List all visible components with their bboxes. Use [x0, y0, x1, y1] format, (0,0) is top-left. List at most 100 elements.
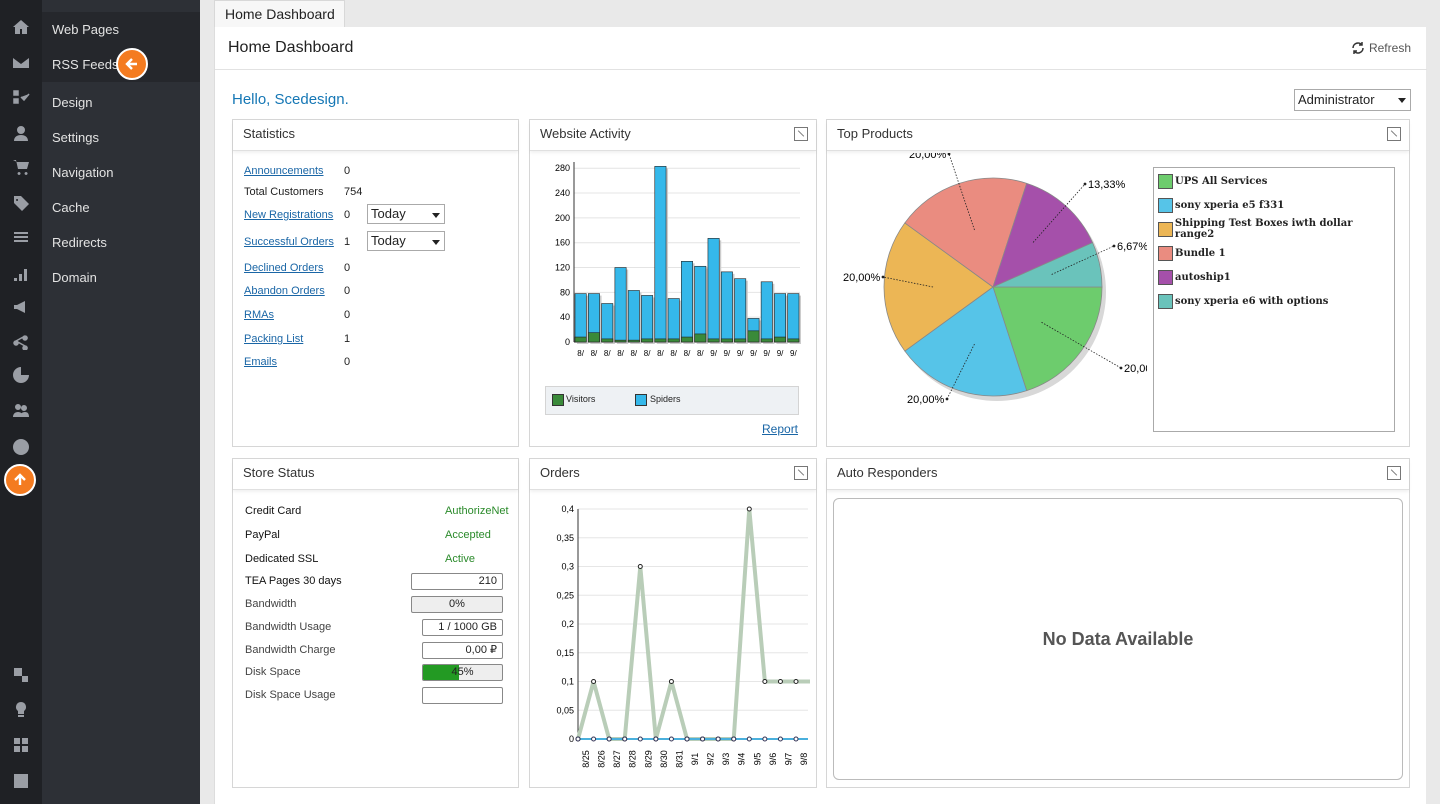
- iconbar-button[interactable]: [0, 222, 42, 252]
- pie-slice-label: 20,00%: [909, 153, 947, 161]
- bar-visitors: [747, 330, 760, 343]
- data-point: [762, 679, 768, 684]
- x-tick-label: 8/30: [659, 750, 669, 768]
- auto-responders-panel: Auto Responders No Data Available: [826, 458, 1410, 788]
- y-tick-label: 240: [555, 188, 570, 198]
- calendar-icon: [14, 774, 28, 788]
- stat-label[interactable]: New Registrations: [244, 209, 334, 221]
- role-select[interactable]: Administrator: [1294, 89, 1411, 111]
- y-tick-label: 0,2: [561, 619, 574, 629]
- period-select[interactable]: Today: [367, 231, 445, 251]
- bar-visitors: [707, 338, 720, 343]
- stat-value: 0: [344, 356, 351, 368]
- refresh-button[interactable]: Refresh: [1351, 41, 1411, 55]
- arrow-up-icon: [14, 473, 26, 485]
- iconbar-button[interactable]: [0, 432, 42, 462]
- iconbar-button[interactable]: [0, 326, 42, 356]
- x-tick-label: 9/5: [752, 753, 762, 766]
- scroll-up-button[interactable]: [4, 464, 36, 496]
- iconbar-button[interactable]: [0, 765, 42, 795]
- period-select-value: Today: [371, 233, 406, 248]
- progress-fill: [423, 665, 459, 680]
- bar-spiders: [681, 261, 693, 343]
- bar-spiders: [734, 278, 747, 343]
- expand-icon[interactable]: [1387, 466, 1401, 480]
- progress-label: 0%: [449, 598, 465, 610]
- iconbar-button[interactable]: [0, 395, 42, 425]
- x-tick-label: 9/6: [768, 753, 778, 766]
- bar-spiders: [694, 265, 707, 343]
- arrow-left-icon: [125, 58, 137, 70]
- iconbar-button[interactable]: [0, 730, 42, 760]
- collapse-menu-button[interactable]: [116, 48, 148, 80]
- bar-spiders: [654, 166, 667, 343]
- sidebar-item-design[interactable]: Design: [52, 95, 93, 110]
- baseline-point: [684, 736, 690, 742]
- progress-label: 45%: [451, 666, 474, 678]
- orders-chart: 0 0,05 0,1 0,15 0,2 0,25 0,3 0,35 0,4 8/25 8/26 8/2…: [556, 504, 810, 768]
- bar-spiders: [667, 298, 680, 343]
- chevron-down-icon: [432, 213, 440, 218]
- store-status-label: Disk Space Usage: [245, 689, 336, 701]
- iconbar-button[interactable]: [0, 118, 42, 148]
- stat-label: Total Customers: [244, 186, 324, 198]
- sidebar-item-redirects[interactable]: Redirects: [52, 235, 107, 250]
- stat-label[interactable]: Packing List: [244, 333, 304, 345]
- sidebar-item-domain[interactable]: Domain: [52, 270, 97, 285]
- pie-leader-line: [948, 153, 975, 231]
- pie-slice-label: 20,00%: [907, 394, 945, 406]
- globe-icon: [13, 439, 29, 455]
- stat-label[interactable]: Declined Orders: [244, 262, 324, 274]
- chart-legend: Visitors Spiders: [545, 386, 799, 415]
- sidebar-item-settings[interactable]: Settings: [52, 130, 99, 145]
- iconbar-button[interactable]: [0, 292, 42, 322]
- expand-icon[interactable]: [794, 127, 808, 141]
- iconbar-button[interactable]: [0, 695, 42, 725]
- progress-bar: 45%: [422, 664, 503, 681]
- stat-label[interactable]: Announcements: [244, 165, 324, 177]
- iconbar-button[interactable]: [0, 12, 42, 42]
- iconbar-button[interactable]: [0, 188, 42, 218]
- iconbar-button[interactable]: [0, 660, 42, 690]
- x-tick-label: 8/26: [597, 750, 607, 768]
- store-status-label: Credit Card: [245, 505, 302, 517]
- sidebar-item-navigation[interactable]: Navigation: [52, 165, 114, 180]
- data-point: [668, 679, 674, 684]
- sidebar-item-web-pages[interactable]: Web Pages: [42, 12, 200, 47]
- x-tick-label: 8/: [604, 349, 611, 358]
- stat-label[interactable]: Abandon Orders: [244, 285, 325, 297]
- sidebar-item-cache[interactable]: Cache: [52, 200, 90, 215]
- expand-icon[interactable]: [1387, 127, 1401, 141]
- pie-leader-line: [1032, 183, 1086, 243]
- y-tick-label: 160: [555, 238, 570, 248]
- store-status-value: Active: [445, 553, 475, 565]
- bar-visitors: [627, 339, 640, 343]
- bar-visitors: [574, 336, 587, 343]
- x-tick-label: 9/: [710, 349, 717, 358]
- iconbar-button[interactable]: [0, 360, 42, 390]
- baseline-point: [700, 736, 706, 742]
- pie-slice: [992, 286, 1103, 392]
- tab-home-dashboard[interactable]: Home Dashboard: [214, 0, 345, 28]
- store-status-label: Disk Space: [245, 666, 301, 678]
- stat-label[interactable]: Emails: [244, 356, 278, 368]
- bar-visitors: [734, 338, 747, 343]
- iconbar-button[interactable]: [0, 48, 42, 78]
- iconbar-button[interactable]: [0, 258, 42, 288]
- stat-value: 0: [344, 309, 351, 321]
- stat-label[interactable]: Successful Orders: [244, 236, 334, 248]
- iconbar-button[interactable]: [0, 152, 42, 182]
- bar-visitors: [787, 338, 800, 343]
- iconbar-button[interactable]: [0, 82, 42, 112]
- legend-item: UPS All Services: [1158, 172, 1267, 190]
- legend-item: sony xperia e6 with options: [1158, 292, 1328, 310]
- period-select[interactable]: Today: [367, 204, 445, 224]
- pie-slice: [883, 222, 994, 352]
- x-tick-label: 9/3: [721, 753, 731, 766]
- expand-icon[interactable]: [794, 466, 808, 480]
- stat-label[interactable]: RMAs: [244, 309, 274, 321]
- x-tick-label: 9/: [763, 349, 770, 358]
- baseline-point: [731, 736, 737, 742]
- chevron-down-icon: [1398, 98, 1406, 103]
- report-link[interactable]: Report: [762, 422, 799, 436]
